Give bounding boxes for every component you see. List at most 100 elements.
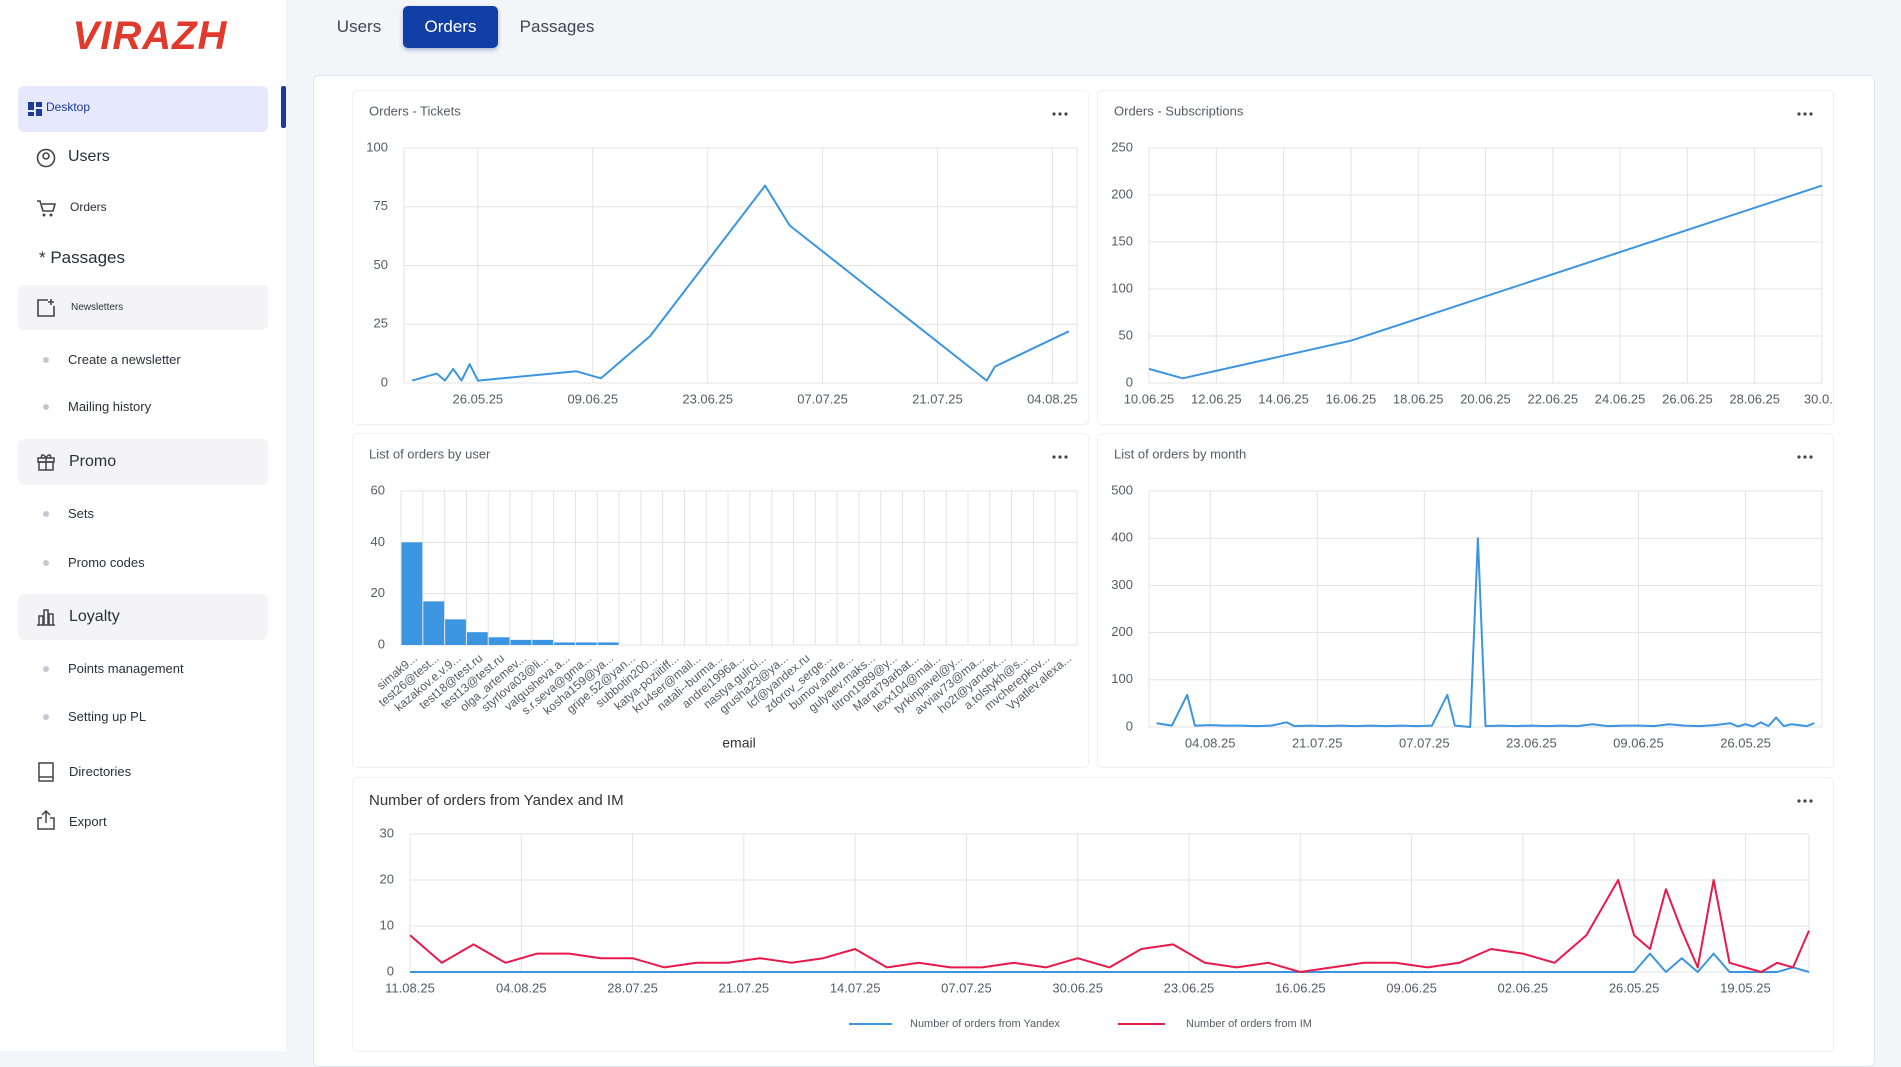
nav-item[interactable]: Sets	[68, 506, 95, 521]
nav-item[interactable]: Create a newsletter	[68, 352, 181, 367]
x-tick-label: 04.08.25	[1027, 391, 1078, 406]
x-tick-label: 09.06.25	[1613, 735, 1664, 750]
nav-item[interactable]: Points management	[68, 661, 184, 676]
line	[411, 184, 1070, 382]
line	[1148, 184, 1823, 380]
chart-title: List of orders by user	[369, 446, 491, 461]
y-tick-label: 20	[371, 585, 385, 600]
nav-item[interactable]: Promo codes	[68, 555, 145, 570]
x-tick-label: 23.06.25	[682, 391, 733, 406]
y-tick-label: 100	[366, 139, 388, 154]
logo: VIRAZH	[72, 14, 228, 58]
bar	[401, 542, 423, 645]
x-tick-label: 18.06.25	[1393, 391, 1444, 406]
tab[interactable]: Passages	[519, 17, 595, 36]
bullet	[43, 357, 49, 363]
line	[1156, 537, 1815, 728]
icon	[37, 454, 55, 471]
y-tick-label: 250	[1111, 139, 1133, 154]
x-tick-label: 10.06.25	[1124, 391, 1175, 406]
y-tick-label: 500	[1111, 482, 1133, 497]
line	[410, 952, 1810, 973]
x-tick-label: 07.07.25	[797, 391, 848, 406]
menu-dot	[1064, 112, 1068, 116]
x-tick-label: 12.06.25	[1191, 391, 1242, 406]
bullet	[43, 511, 49, 517]
y-tick-label: 60	[371, 482, 385, 497]
y-tick-label: 200	[1111, 186, 1133, 201]
x-tick-label: 30.06.25	[1052, 980, 1103, 995]
nav-item[interactable]: Setting up PL	[68, 709, 147, 724]
x-tick-label: 26.05.25	[453, 391, 504, 406]
x-tick-label: 19.05.25	[1720, 980, 1771, 995]
nav-item[interactable]: Users	[68, 148, 110, 165]
nav-item[interactable]: Mailing history	[68, 399, 152, 414]
nav-group[interactable]: Loyalty	[69, 608, 120, 625]
chart-card: List of orders by month 0 100 200 300 400 500 0…	[1098, 434, 1833, 767]
y-tick-label: 0	[381, 374, 388, 389]
bullet	[43, 404, 49, 410]
icon	[37, 200, 56, 217]
nav-group-bg	[18, 594, 268, 640]
y-tick-label: 20	[380, 871, 394, 886]
nav-active-bg	[18, 86, 268, 132]
y-tick-label: 100	[1111, 280, 1133, 295]
nav-item[interactable]: Directories	[69, 764, 132, 779]
bar	[532, 639, 554, 645]
chart: Orders - Subscriptions 0 50 100 150 200 250 10.…	[1111, 103, 1833, 406]
icon	[37, 299, 55, 317]
x-axis-label: email	[722, 735, 755, 751]
bullet	[43, 714, 49, 720]
bullet	[43, 666, 49, 672]
y-tick-label: 40	[371, 534, 385, 549]
x-tick-label: 24.06.25	[1595, 391, 1646, 406]
menu-dot	[1809, 112, 1813, 116]
tab[interactable]: Users	[336, 17, 382, 36]
tab-active[interactable]: Orders	[403, 6, 498, 48]
y-tick-label: 0	[378, 636, 385, 651]
chart: List of orders by user0204060simak9...te…	[369, 446, 1078, 751]
x-tick-label: 07.07.25	[1399, 735, 1450, 750]
y-tick-label: 10	[380, 917, 394, 932]
bar	[510, 639, 532, 645]
x-tick-label: 14.06.25	[1258, 391, 1309, 406]
icon	[37, 810, 55, 830]
nav-group[interactable]: * Passages	[39, 248, 125, 267]
menu-dot	[1809, 455, 1813, 459]
x-tick-label: 28.07.25	[607, 980, 658, 995]
bullet	[43, 560, 49, 566]
y-tick-label: 300	[1111, 577, 1133, 592]
bar	[466, 632, 488, 645]
chart-title: Number of orders from Yandex and IM	[369, 792, 624, 809]
x-tick-label: 16.06.25	[1275, 980, 1326, 995]
nav-group[interactable]: Promo	[69, 453, 117, 470]
nav-item[interactable]: Desktop	[46, 100, 91, 114]
icon	[38, 762, 54, 782]
chart-title: List of orders by month	[1114, 446, 1246, 461]
x-tick-label: 22.06.25	[1527, 391, 1578, 406]
y-tick-label: 50	[1119, 327, 1133, 342]
bar	[488, 637, 510, 645]
y-tick-label: 25	[374, 316, 388, 331]
bar	[423, 601, 445, 645]
x-tick-label: 23.06.25	[1506, 735, 1557, 750]
nav-group[interactable]: Newsletters	[71, 302, 124, 313]
x-tick-label: 21.07.25	[719, 980, 770, 995]
menu-dot	[1803, 112, 1807, 116]
menu-dot	[1052, 112, 1056, 116]
legend-label: Number of orders from IM	[1186, 1018, 1312, 1030]
x-tick-label: 26.05.25	[1609, 980, 1660, 995]
chart-title: Orders - Tickets	[369, 103, 461, 118]
y-tick-label: 150	[1111, 233, 1133, 248]
x-tick-label: 20.06.25	[1460, 391, 1511, 406]
sidebar: VIRAZH Desktop Users Orders * Passages N…	[0, 0, 286, 1051]
x-tick-label: 28.06.25	[1729, 391, 1780, 406]
y-tick-label: 0	[387, 963, 394, 978]
menu-dot	[1803, 799, 1807, 803]
nav-item[interactable]: Export	[69, 814, 107, 829]
menu-dot	[1058, 455, 1062, 459]
x-tick-label: 21.07.25	[1292, 735, 1343, 750]
nav-item[interactable]: Orders	[70, 200, 107, 214]
y-tick-label: 0	[1126, 374, 1133, 389]
